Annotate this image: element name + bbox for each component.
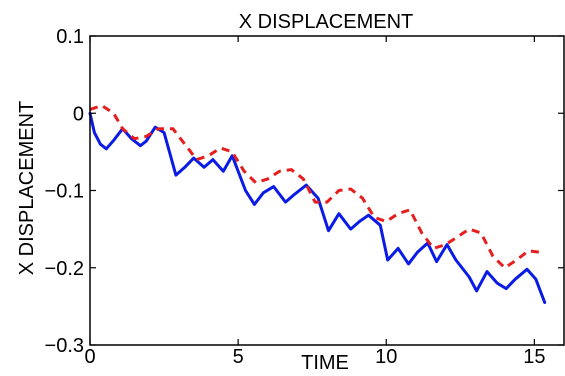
x-tick-label: 0 [84, 346, 95, 368]
y-tick-label: −0.1 [45, 181, 84, 203]
x-axis-label: TIME [301, 352, 349, 374]
x-tick-label: 5 [233, 346, 244, 368]
chart-title: X DISPLACEMENT [239, 11, 413, 33]
y-tick-label: −0.3 [45, 335, 84, 357]
x-tick-label: 10 [375, 346, 397, 368]
y-tick-label: 0.1 [56, 26, 84, 48]
y-tick-label: −0.2 [45, 258, 84, 280]
y-axis-label: X DISPLACEMENT [16, 101, 38, 275]
tick-labels-layer: 0 5 10 15 −0.3 −0.2 −0.1 0 0.1 [45, 26, 546, 368]
series-line-solid-blue [88, 111, 547, 304]
ticks-layer [89, 35, 564, 346]
x-tick-label: 15 [523, 346, 545, 368]
series-line-dashed-red [89, 104, 541, 270]
series-layer [88, 104, 547, 304]
y-tick-label: 0 [73, 103, 84, 125]
